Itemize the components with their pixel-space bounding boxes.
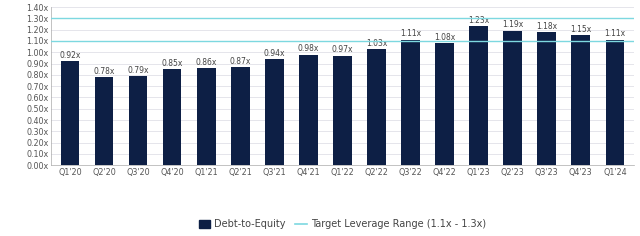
Bar xyxy=(265,59,284,165)
Text: 0.94x: 0.94x xyxy=(264,49,285,58)
Bar xyxy=(333,56,352,165)
Bar xyxy=(231,67,250,165)
Bar xyxy=(469,26,488,165)
Text: 1.18x: 1.18x xyxy=(536,21,557,31)
Text: 0.86x: 0.86x xyxy=(195,58,217,67)
Text: 1.23x: 1.23x xyxy=(468,16,489,25)
Legend: Debt-to-Equity, Target Leverage Range (1.1x - 1.3x): Debt-to-Equity, Target Leverage Range (1… xyxy=(195,215,490,233)
Text: 1.15x: 1.15x xyxy=(570,25,591,34)
Bar xyxy=(196,68,216,165)
Text: 0.98x: 0.98x xyxy=(298,44,319,53)
Text: 0.92x: 0.92x xyxy=(60,51,81,60)
Text: 0.85x: 0.85x xyxy=(161,59,183,68)
Bar xyxy=(299,55,317,165)
Bar xyxy=(129,76,147,165)
Bar xyxy=(572,35,590,165)
Text: 0.97x: 0.97x xyxy=(332,45,353,54)
Text: 1.11x: 1.11x xyxy=(400,30,421,38)
Bar xyxy=(401,40,420,165)
Text: 1.11x: 1.11x xyxy=(604,30,625,38)
Text: 0.87x: 0.87x xyxy=(230,57,251,66)
Bar xyxy=(538,32,556,165)
Text: 0.79x: 0.79x xyxy=(127,66,148,75)
Bar xyxy=(605,40,624,165)
Bar xyxy=(503,31,522,165)
Text: 1.08x: 1.08x xyxy=(434,33,455,42)
Text: 1.19x: 1.19x xyxy=(502,21,524,30)
Text: 0.78x: 0.78x xyxy=(93,67,115,76)
Bar xyxy=(435,43,454,165)
Bar xyxy=(61,61,79,165)
Bar xyxy=(367,49,386,165)
Bar xyxy=(163,69,182,165)
Bar xyxy=(95,77,113,165)
Text: 1.03x: 1.03x xyxy=(366,38,387,47)
